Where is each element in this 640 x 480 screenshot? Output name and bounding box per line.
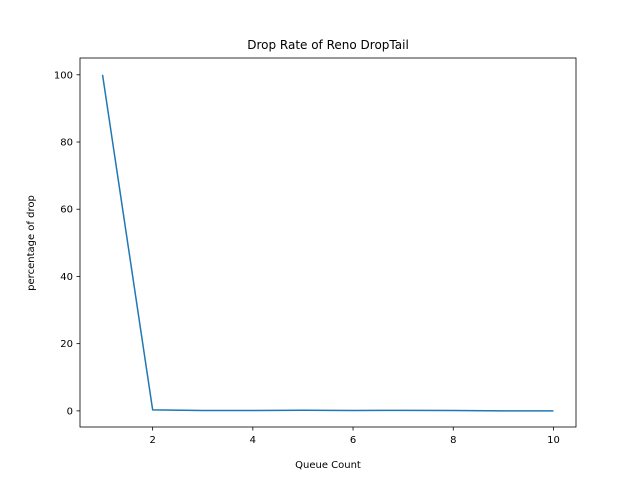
x-tick-label-6: 6 [350, 435, 356, 446]
chart-title: Drop Rate of Reno DropTail [247, 38, 409, 52]
series-line-0 [101, 74, 554, 412]
x-tick-label-4: 4 [250, 435, 256, 446]
y-tick-label-60: 60 [60, 205, 73, 216]
x-tick-label-10: 10 [547, 435, 560, 446]
y-tick-label-40: 40 [60, 272, 73, 283]
y-tick-label-0: 0 [67, 406, 73, 417]
y-tick-label-20: 20 [60, 339, 73, 350]
x-axis-label: Queue Count [295, 460, 361, 471]
x-tick-label-8: 8 [450, 435, 456, 446]
y-tick-label-80: 80 [60, 138, 73, 149]
y-tick-label-100: 100 [54, 70, 73, 81]
x-tick-label-2: 2 [149, 435, 155, 446]
y-axis-label: percentage of drop [26, 195, 37, 291]
plot-frame [79, 57, 577, 428]
